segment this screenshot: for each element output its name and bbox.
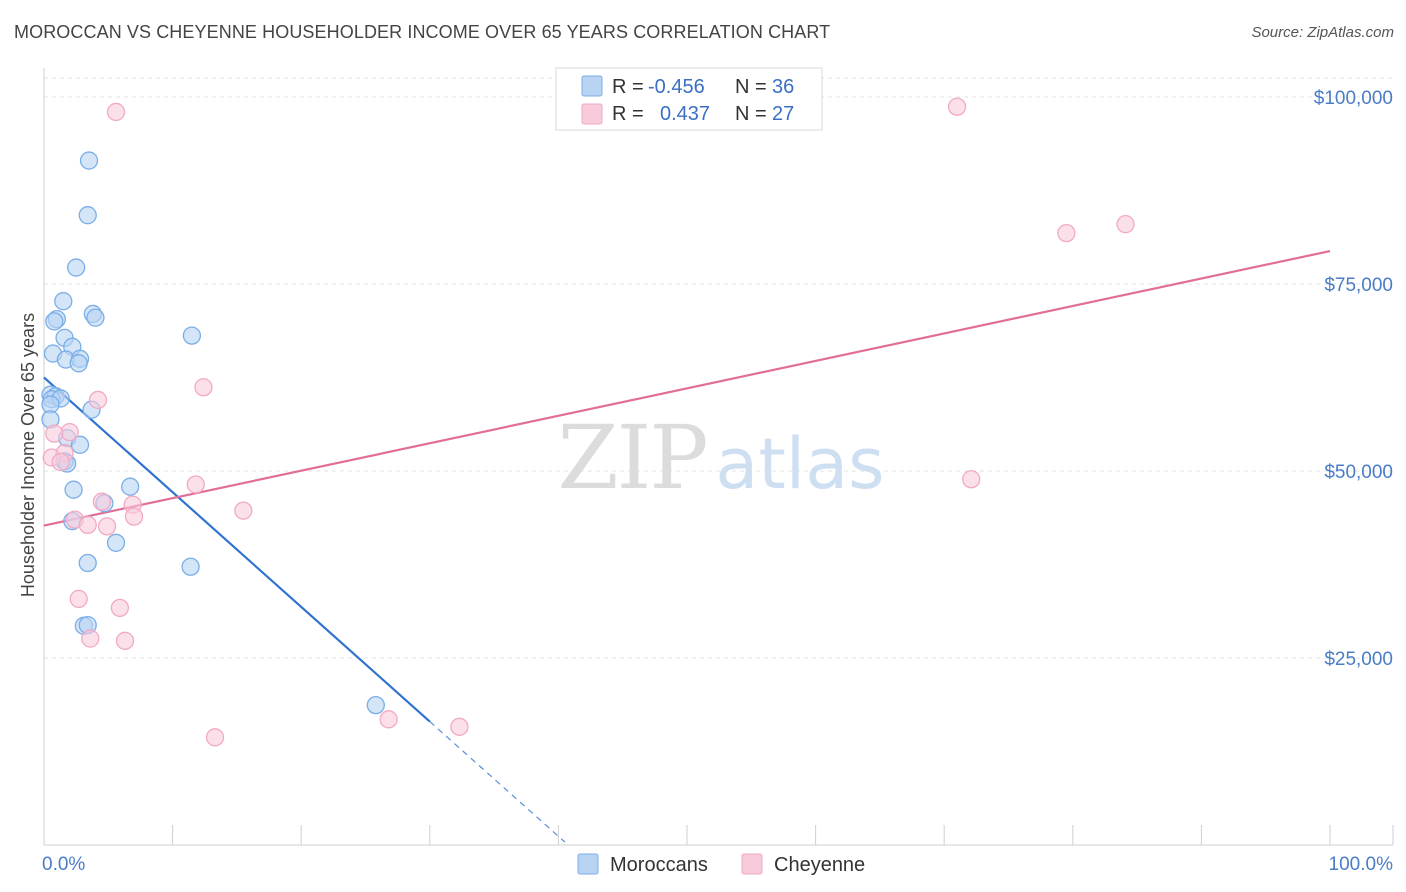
legend-swatch-cheyenne [741,853,763,875]
point-cheyenne-1 [947,97,967,116]
y-tick-label-0: $25,000 [1324,649,1393,670]
y-tick-label-3: $100,000 [1314,88,1393,109]
point-cheyenne-22 [81,629,100,648]
point-cheyenne-3 [1116,215,1135,234]
point-cheyenne-2 [1057,223,1076,243]
watermark-atlas: atlas [715,423,884,505]
trend-line-cheyenne [43,250,1331,527]
x-tick-label-start: 0.0% [42,854,85,875]
point-cheyenne-14 [92,492,112,511]
point-cheyenne-6 [60,422,79,442]
series-legend: Moroccans Cheyenne [577,853,865,876]
point-cheyenne-20 [69,589,88,609]
watermark: ZIP atlas [557,406,884,509]
point-cheyenne-10 [51,452,70,472]
point-moroccans-6 [86,308,105,327]
point-moroccans-23 [70,435,90,454]
point-moroccans-2 [67,258,86,277]
grid-lines [44,77,1392,659]
point-cheyenne-19 [97,517,117,536]
trend-lines [43,250,1331,843]
point-moroccans-1 [78,206,97,225]
trend-extension-moroccans [429,721,566,843]
trend-line-moroccans [43,376,431,723]
point-cheyenne-7 [45,424,64,443]
legend-swatch-moroccans [577,853,599,875]
point-cheyenne-12 [962,470,981,489]
stats-swatch-cheyenne [581,103,603,125]
point-cheyenne-5 [88,390,108,410]
point-cheyenne-26 [205,728,225,747]
stats-r-label-cheyenne: R = [612,103,644,125]
stats-n-value-cheyenne: 27 [772,103,794,125]
stats-n-value-moroccans: 36 [772,76,794,98]
x-tick-label-end: 100.0% [1329,854,1394,875]
y-axis-label: Householder Income Over 65 years [18,313,38,597]
source-label: Source: ZipAtlas.com [1251,24,1394,41]
point-cheyenne-0 [106,102,126,122]
stats-swatch-moroccans [581,75,603,97]
data-points [41,97,1135,747]
point-cheyenne-4 [194,378,213,397]
stats-n-label-moroccans: N = [735,76,767,98]
point-moroccans-30 [106,533,126,552]
y-tick-label-1: $50,000 [1324,462,1393,483]
point-moroccans-26 [121,477,140,496]
watermark-zip: ZIP [557,406,706,509]
stats-r-label-moroccans: R = [612,76,644,98]
stats-n-label-cheyenne: N = [735,103,767,125]
point-cheyenne-21 [110,598,130,618]
stats-r-value-moroccans: -0.456 [648,76,705,98]
stats-legend: R = -0.456 N = 36 R = 0.437 N = 27 [555,67,823,131]
point-moroccans-0 [79,151,99,170]
point-cheyenne-23 [115,631,135,650]
point-moroccans-32 [181,557,200,576]
point-moroccans-27 [64,480,83,499]
point-cheyenne-16 [124,507,144,526]
legend-label-cheyenne: Cheyenne [774,854,865,876]
point-moroccans-14 [69,354,88,373]
tick-labels: $25,000 $50,000 $75,000 $100,000 0.0% 100.0% [42,88,1393,875]
stats-r-value-cheyenne: 0.437 [660,103,710,125]
point-moroccans-8 [182,326,202,345]
point-cheyenne-25 [450,717,469,736]
point-cheyenne-15 [234,501,253,520]
chart-title: MOROCCAN VS CHEYENNE HOUSEHOLDER INCOME … [14,22,831,42]
point-moroccans-7 [45,312,64,331]
point-moroccans-35 [366,695,385,715]
point-moroccans-3 [54,292,73,311]
point-cheyenne-24 [379,710,398,729]
point-cheyenne-11 [186,475,205,494]
point-moroccans-31 [78,553,97,573]
point-cheyenne-18 [78,515,97,535]
legend-label-moroccans: Moroccans [610,854,708,876]
y-tick-label-2: $75,000 [1324,275,1393,296]
